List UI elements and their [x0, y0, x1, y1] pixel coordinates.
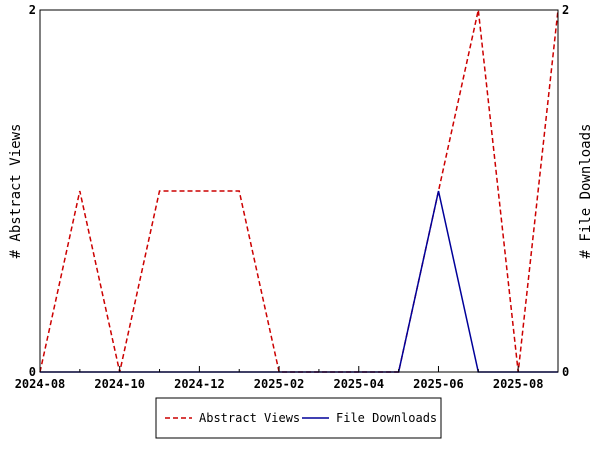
- plot-area: [39, 9, 559, 373]
- y-right-tick-label: 2: [562, 3, 569, 17]
- x-tick-label: 2024-10: [94, 377, 145, 391]
- legend: Abstract Views File Downloads: [155, 397, 442, 439]
- x-tick-label: 2025-08: [493, 377, 544, 391]
- legend-label: Abstract Views: [199, 411, 300, 425]
- legend-label: File Downloads: [336, 411, 437, 425]
- y-right-axis-title: # File Downloads: [578, 124, 594, 259]
- y-left-axis-title: # Abstract Views: [8, 124, 24, 259]
- y-left-tick-label: 2: [29, 3, 36, 17]
- axes: 2024-08 2024-10 2024-12 2025-02 2025-04 2025-…: [8, 3, 594, 391]
- x-tick-label: 2024-12: [174, 377, 225, 391]
- x-tick-label: 2025-06: [413, 377, 464, 391]
- legend-box: [155, 397, 442, 439]
- y-right-tick-label: 0: [562, 365, 569, 379]
- x-tick-label: 2025-02: [254, 377, 305, 391]
- y-left-tick-label: 0: [29, 365, 36, 379]
- plot-frame: [39, 9, 559, 373]
- series-line-abstract-views: [39, 9, 559, 373]
- x-tick-label: 2024-08: [15, 377, 66, 391]
- x-tick-label: 2025-04: [333, 377, 384, 391]
- series-line-file-downloads: [40, 190, 558, 373]
